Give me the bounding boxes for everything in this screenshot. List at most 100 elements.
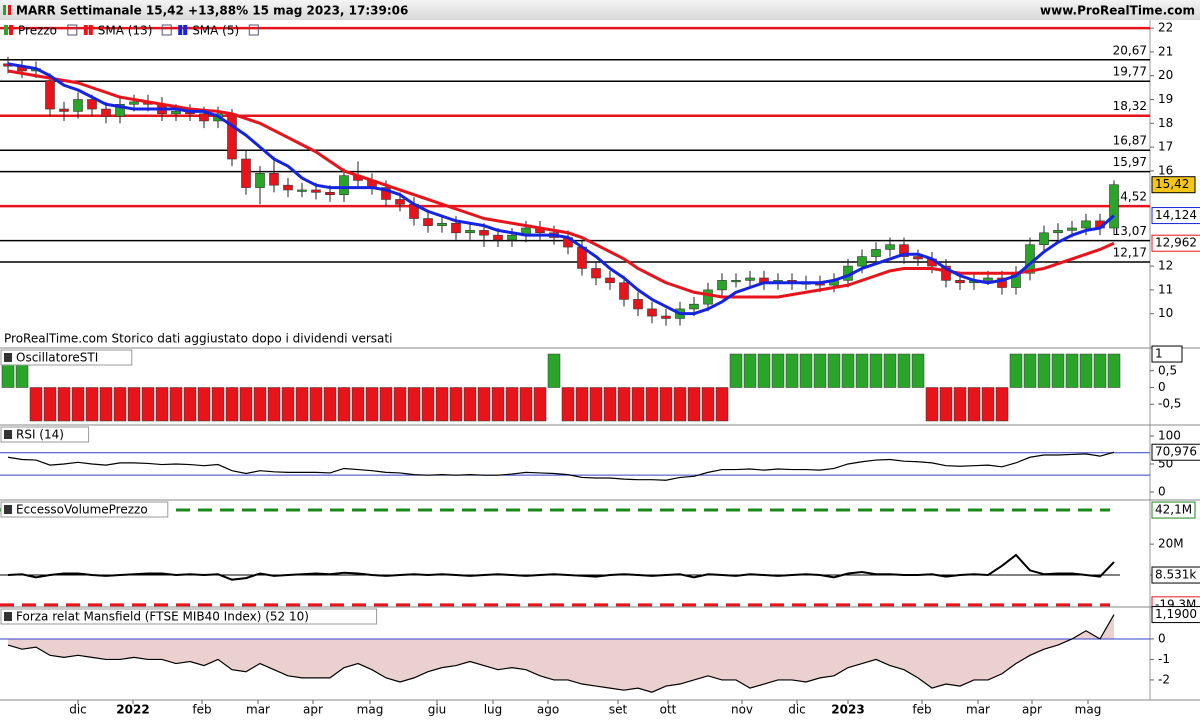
y-tick-label: -1 [1158,652,1170,666]
y-tick-label: 12 [1158,259,1173,273]
candle-body [129,101,139,105]
x-tick-label: dic [788,703,806,717]
sti-bar [701,387,715,422]
candle-body [619,282,629,300]
last-value-label: 42,1M [1155,503,1192,517]
candle-body [45,80,55,110]
indicator-line [7,553,1115,581]
y-tick-label: 17 [1158,140,1173,154]
y-tick-label: 0,5 [1158,363,1177,377]
candle-body [997,277,1007,288]
last-value-box [1151,606,1200,624]
candle-body [1109,184,1119,229]
sti-bar [771,353,785,388]
last-value-label: 70,976 [1155,445,1197,459]
x-tick-label: feb [912,703,931,717]
sti-bar [715,387,729,422]
sti-bar [939,387,953,422]
last-value-box [1151,234,1200,252]
sti-bar [449,387,463,422]
legend-swatch [183,25,188,35]
panel-title-icon [4,612,12,621]
sti-bar [85,387,99,422]
panel-title-box [0,501,169,518]
sti-bar [575,387,589,422]
legend-swatch [88,25,93,35]
sti-bar [953,387,967,422]
panel-title: RSI (14) [16,428,64,442]
sti-bar [1051,353,1065,388]
candle-body [437,222,447,226]
sma-line [7,69,1115,299]
last-value-label: 1 [1155,347,1163,361]
sti-bar [687,387,701,422]
sti-bar [897,353,911,388]
sti-bar [197,387,211,422]
candle-body [633,299,643,310]
candle-body [241,158,251,188]
panel-title-box [0,426,90,443]
sti-bar [911,353,925,388]
sti-bar [99,387,113,422]
sti-bar [1079,353,1093,388]
legend-label: SMA (13) [98,24,153,38]
candle-body [297,189,307,192]
sti-bar [127,387,141,422]
candle-body [255,172,265,188]
sti-bar [967,387,981,422]
candle-body [717,280,727,291]
sti-bar [337,387,351,422]
level-label: 20,67 [1113,43,1147,57]
legend-swatch [4,25,8,35]
y-tick-label: 0 [1158,380,1166,394]
sti-bar [407,387,421,422]
sti-bar [533,387,547,422]
legend-swatch [178,25,183,35]
panel-title: Forza relat Mansfield (FTSE MIB40 Index)… [16,610,309,624]
sti-bar [323,387,337,422]
sti-bar [141,387,155,422]
sti-bar [799,353,813,388]
x-tick-label: giu [428,703,447,717]
sti-bar [1107,353,1121,388]
sti-bar [295,387,309,422]
sti-bar [113,387,127,422]
y-tick-label: 19 [1158,92,1173,106]
sti-bar [29,387,43,422]
sti-bar [309,387,323,422]
panel-title-icon [4,430,12,439]
sti-bar [1065,353,1079,388]
sti-bar [267,387,281,422]
sti-bar [225,387,239,422]
candle-body [479,230,489,236]
candle-body [913,256,923,260]
candle-body [983,277,993,281]
candle-body [1039,232,1049,245]
y-tick-label: 10 [1158,306,1173,320]
last-value-label: 8.531k [1155,568,1196,582]
candle-body [647,308,657,317]
sti-bar [757,353,771,388]
legend-icon [248,24,259,36]
candle-body [857,256,867,267]
header-site: www.ProRealTime.com [1040,4,1195,18]
legend-swatch [83,25,88,35]
candle-body [493,234,503,241]
x-tick-label: 2023 [831,703,864,717]
sti-bar [617,387,631,422]
sti-bar [1037,353,1051,388]
x-tick-label: mag [1075,703,1102,717]
candle-body [955,280,965,284]
x-tick-label: apr [1022,703,1042,717]
legend-icon [67,24,78,36]
candle-body [87,99,97,110]
sti-bar [645,387,659,422]
candle-body [339,175,349,196]
footnote: ProRealTime.com Storico dati aggiustato … [4,332,392,346]
sti-bar [561,387,575,422]
sti-bar [1093,353,1107,388]
sti-bar [785,353,799,388]
sti-bar [883,353,897,388]
last-value-box [1151,176,1196,194]
sti-bar [925,387,939,422]
